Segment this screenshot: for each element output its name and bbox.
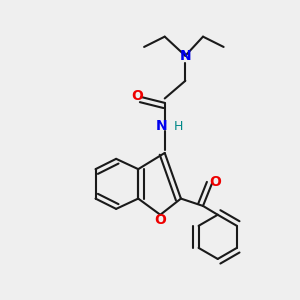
Text: N: N: [179, 49, 191, 63]
Text: N: N: [156, 119, 168, 134]
Text: O: O: [154, 213, 166, 227]
Text: O: O: [209, 176, 221, 189]
Text: O: O: [132, 88, 144, 103]
Text: H: H: [173, 120, 183, 133]
